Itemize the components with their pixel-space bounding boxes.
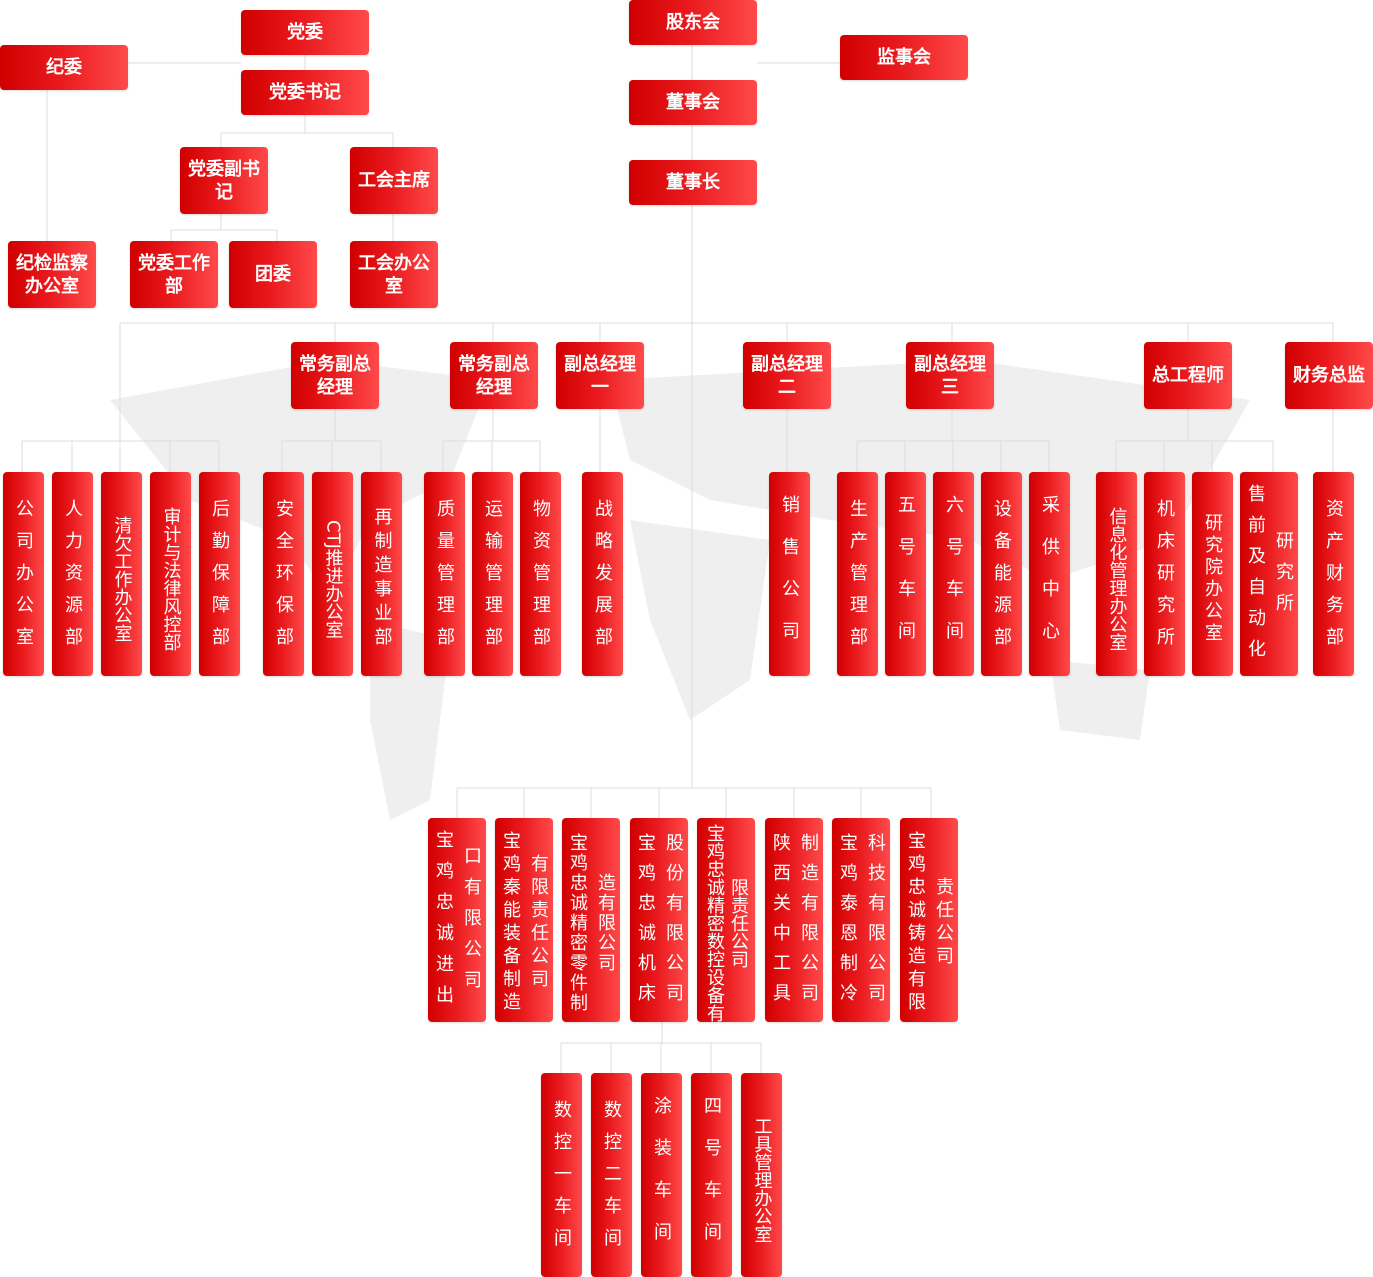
department-box[interactable]: 六号车间	[933, 472, 974, 676]
department-box[interactable]: 生产管理部	[837, 472, 878, 676]
executive-box[interactable]: 总工程师	[1144, 342, 1232, 409]
executive-box[interactable]: 常务副总经理	[450, 342, 538, 409]
discipline-office-box[interactable]: 纪检监察办公室	[8, 241, 96, 308]
workshop-box[interactable]: 四号车间	[691, 1073, 732, 1277]
board-box[interactable]: 董事会	[629, 80, 757, 125]
department-box[interactable]: 战略发展部	[582, 472, 623, 676]
department-box[interactable]: 机床研究所	[1144, 472, 1185, 676]
workshop-box[interactable]: 工具管理办公室	[741, 1073, 782, 1277]
department-box[interactable]: 公司办公室	[3, 472, 44, 676]
department-box[interactable]: 质量管理部	[424, 472, 465, 676]
party-secretary-box[interactable]: 党委书记	[241, 70, 369, 115]
company-box[interactable]: 宝鸡泰恩制冷科技有限公司	[832, 818, 890, 1022]
workshop-box[interactable]: 数控二车间	[591, 1073, 632, 1277]
department-box[interactable]: 五号车间	[885, 472, 926, 676]
department-box[interactable]: 再制造事业部	[361, 472, 402, 676]
department-box[interactable]: 研究院办公室	[1192, 472, 1233, 676]
company-box[interactable]: 宝鸡秦能装备制造有限责任公司	[495, 818, 553, 1022]
department-box[interactable]: 清欠工作办公室	[101, 472, 142, 676]
discipline-committee-box[interactable]: 纪委	[0, 45, 128, 90]
department-box[interactable]: 审计与法律风控部	[150, 472, 191, 676]
youth-league-box[interactable]: 团委	[229, 241, 317, 308]
union-chair-box[interactable]: 工会主席	[350, 147, 438, 214]
executive-box[interactable]: 副总经理一	[556, 342, 644, 409]
department-box[interactable]: 运输管理部	[472, 472, 513, 676]
workshop-box[interactable]: 数控一车间	[541, 1073, 582, 1277]
department-box[interactable]: CTJ推进办公室	[312, 472, 353, 676]
company-box[interactable]: 宝鸡忠诚进出口有限公司	[428, 818, 486, 1022]
workshop-box[interactable]: 涂装车间	[641, 1073, 682, 1277]
company-box[interactable]: 宝鸡忠诚机床股份有限公司	[630, 818, 688, 1022]
department-box[interactable]: 销售公司	[769, 472, 810, 676]
executive-box[interactable]: 副总经理二	[743, 342, 831, 409]
department-box[interactable]: 信息化管理办公室	[1096, 472, 1137, 676]
supervisors-box[interactable]: 监事会	[840, 35, 968, 80]
shareholders-box[interactable]: 股东会	[629, 0, 757, 45]
department-box[interactable]: 设备能源部	[981, 472, 1022, 676]
party-work-dept-box[interactable]: 党委工作部	[130, 241, 218, 308]
department-box[interactable]: 物资管理部	[520, 472, 561, 676]
company-box[interactable]: 陕西关中工具制造有限公司	[765, 818, 823, 1022]
department-box[interactable]: 安全环保部	[263, 472, 304, 676]
party-committee-box[interactable]: 党委	[241, 10, 369, 55]
department-box[interactable]: 后勤保障部	[199, 472, 240, 676]
executive-box[interactable]: 副总经理三	[906, 342, 994, 409]
company-box[interactable]: 宝鸡忠诚精密数控设备有限责任公司	[697, 818, 755, 1022]
executive-box[interactable]: 常务副总经理	[291, 342, 379, 409]
department-box[interactable]: 资产财务部	[1313, 472, 1354, 676]
department-box[interactable]: 人力资源部	[52, 472, 93, 676]
department-box[interactable]: 售前及自动化研究所	[1240, 472, 1298, 676]
department-box[interactable]: 采供中心	[1029, 472, 1070, 676]
executive-box[interactable]: 财务总监	[1285, 342, 1373, 409]
company-box[interactable]: 宝鸡忠诚精密零件制造有限公司	[562, 818, 620, 1022]
deputy-party-secretary-box[interactable]: 党委副书记	[180, 147, 268, 214]
union-office-box[interactable]: 工会办公室	[350, 241, 438, 308]
company-box[interactable]: 宝鸡忠诚铸造有限责任公司	[900, 818, 958, 1022]
chairman-box[interactable]: 董事长	[629, 160, 757, 205]
